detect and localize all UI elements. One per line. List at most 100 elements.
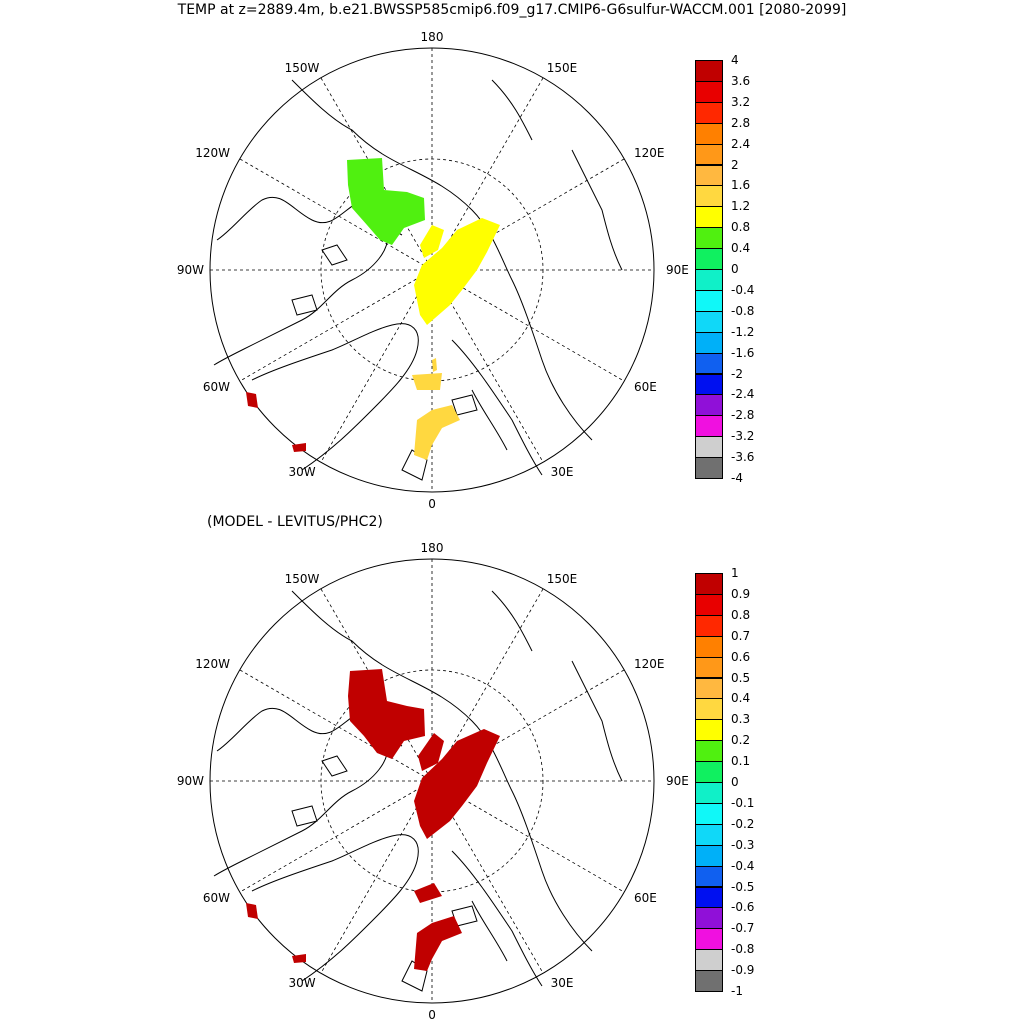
top-red-anomaly-1	[246, 392, 258, 408]
top-colorbar-swatch	[695, 80, 723, 103]
bottom-red-anomaly-7	[292, 954, 306, 963]
top-lon-label-150w: 150W	[285, 61, 320, 75]
top-colorbar-swatch	[695, 101, 723, 124]
top-colorbar-label: 1.6	[731, 178, 751, 193]
top-colorbar-swatch	[695, 185, 723, 208]
bottom-colorbar-swatch	[695, 928, 723, 951]
bottom-colorbar-label: -0.1	[731, 795, 755, 810]
top-colorbar-swatch	[695, 248, 723, 270]
bottom-colorbar-label: 0	[731, 775, 739, 789]
bottom-colorbar-swatch	[695, 949, 723, 972]
bottom-red-anomaly-3	[418, 733, 444, 771]
top-green-anomaly	[347, 158, 425, 245]
bottom-colorbar-swatch	[695, 614, 723, 637]
top-colorbar-label: -2	[731, 366, 743, 381]
top-yellow-anomaly-small	[420, 225, 444, 258]
bottom-lon-label-60w: 60W	[203, 891, 230, 905]
top-colorbar-swatch	[695, 289, 723, 312]
difference-subtitle: (MODEL - LEVITUS/PHC2)	[207, 514, 383, 530]
top-colorbar-label: -1.6	[731, 345, 755, 360]
top-lon-label-150e: 150E	[547, 61, 578, 75]
top-colorbar-label: 2.4	[731, 136, 751, 151]
bottom-colorbar-swatch	[695, 970, 723, 992]
top-colorbar-label: -3.2	[731, 429, 755, 444]
bottom-colorbar-label: -0.8	[731, 942, 755, 957]
top-colorbar-label: 1.2	[731, 199, 751, 214]
bottom-colorbar-label: 0.5	[731, 670, 751, 685]
top-colorbar-swatch	[695, 331, 723, 354]
top-colorbar-label: -0.8	[731, 303, 755, 318]
bottom-colorbar-swatch	[695, 886, 723, 909]
bottom-colorbar-swatch	[695, 907, 723, 930]
bottom-colorbar-swatch	[695, 593, 723, 616]
top-gold-anomaly-1	[412, 373, 442, 390]
top-colorbar-label: -4	[731, 471, 743, 485]
top-colorbar-label: -2.8	[731, 408, 755, 423]
top-colorbar-swatch	[695, 352, 723, 375]
top-yellow-anomaly-main	[414, 218, 500, 325]
top-colorbar-label: -3.6	[731, 450, 755, 465]
bottom-colorbar-label: 0.9	[731, 586, 751, 601]
top-colorbar-label: 0.4	[731, 241, 751, 256]
top-colorbar-swatch	[695, 457, 723, 479]
bottom-lon-label-0: 0	[428, 1008, 436, 1022]
bottom-red-anomaly-4	[414, 883, 442, 903]
bottom-colorbar-swatch	[695, 740, 723, 763]
bottom-colorbar-label: -0.4	[731, 858, 755, 873]
bottom-colorbar-swatch	[695, 823, 723, 846]
top-colorbar-swatch	[695, 415, 723, 438]
bottom-colorbar-label: -0.9	[731, 963, 755, 978]
top-lon-label-0: 0	[428, 497, 436, 511]
bottom-colorbar-label: 0.8	[731, 607, 751, 622]
bottom-lon-label-60e: 60E	[634, 891, 657, 905]
bottom-colorbar-swatch	[695, 719, 723, 742]
top-colorbar-swatch	[695, 436, 723, 459]
top-lon-label-180: 180	[421, 30, 444, 44]
bottom-colorbar-swatch	[695, 573, 723, 595]
bottom-colorbar-label: -0.5	[731, 879, 755, 894]
top-colorbar-swatch	[695, 227, 723, 250]
bottom-colorbar-label: 0.1	[731, 754, 751, 769]
bottom-lon-label-120w: 120W	[195, 657, 230, 671]
top-lon-label-30e: 30E	[551, 465, 574, 479]
bottom-lon-label-120e: 120E	[634, 657, 665, 671]
top-colorbar-swatch	[695, 269, 723, 291]
top-colorbar-swatch	[695, 60, 723, 82]
bottom-colorbar-label: 1	[731, 566, 739, 580]
bottom-colorbar-label: 0.6	[731, 649, 751, 664]
top-lon-label-120w: 120W	[195, 146, 230, 160]
bottom-lon-label-150e: 150E	[547, 572, 578, 586]
bottom-colorbar-label: -1	[731, 984, 743, 998]
plot-title: TEMP at z=2889.4m, b.e21.BWSSP585cmip6.f…	[177, 2, 847, 18]
bottom-lon-label-30e: 30E	[551, 976, 574, 990]
bottom-colorbar-label: 0.4	[731, 691, 751, 706]
top-colorbar-label: 0.8	[731, 220, 751, 235]
bottom-colorbar-swatch	[695, 677, 723, 700]
bottom-colorbar-label: 0.7	[731, 628, 751, 643]
bottom-colorbar-swatch	[695, 698, 723, 721]
top-lon-label-30w: 30W	[288, 465, 315, 479]
bottom-red-anomaly-1	[348, 669, 425, 759]
bottom-lon-label-180: 180	[421, 541, 444, 555]
bottom-lon-label-90e: 90E	[666, 774, 689, 788]
bottom-red-anomaly-6	[246, 903, 258, 919]
top-map: 180 150E 120E 90E 60E 30E 0 30W 60W 90W …	[177, 30, 689, 511]
bottom-colorbar-label: -0.7	[731, 921, 755, 936]
bottom-lon-label-150w: 150W	[285, 572, 320, 586]
top-colorbar-swatch	[695, 122, 723, 145]
top-colorbar-label: 0	[731, 262, 739, 276]
bottom-colorbar-swatch	[695, 802, 723, 825]
top-colorbar-swatch	[695, 310, 723, 333]
top-colorbar-swatch	[695, 373, 723, 396]
top-lon-label-60w: 60W	[203, 380, 230, 394]
bottom-colorbar-swatch	[695, 761, 723, 783]
bottom-lon-label-90w: 90W	[177, 774, 204, 788]
top-colorbar-label: 2	[731, 157, 739, 172]
bottom-colorbar-label: -0.6	[731, 900, 755, 915]
top-lon-label-90e: 90E	[666, 263, 689, 277]
top-colorbar-swatch	[695, 394, 723, 417]
top-lon-label-90w: 90W	[177, 263, 204, 277]
bottom-red-anomaly-2	[414, 729, 500, 839]
bottom-colorbar-label: 0.3	[731, 712, 751, 727]
top-colorbar-label: 3.2	[731, 94, 751, 109]
